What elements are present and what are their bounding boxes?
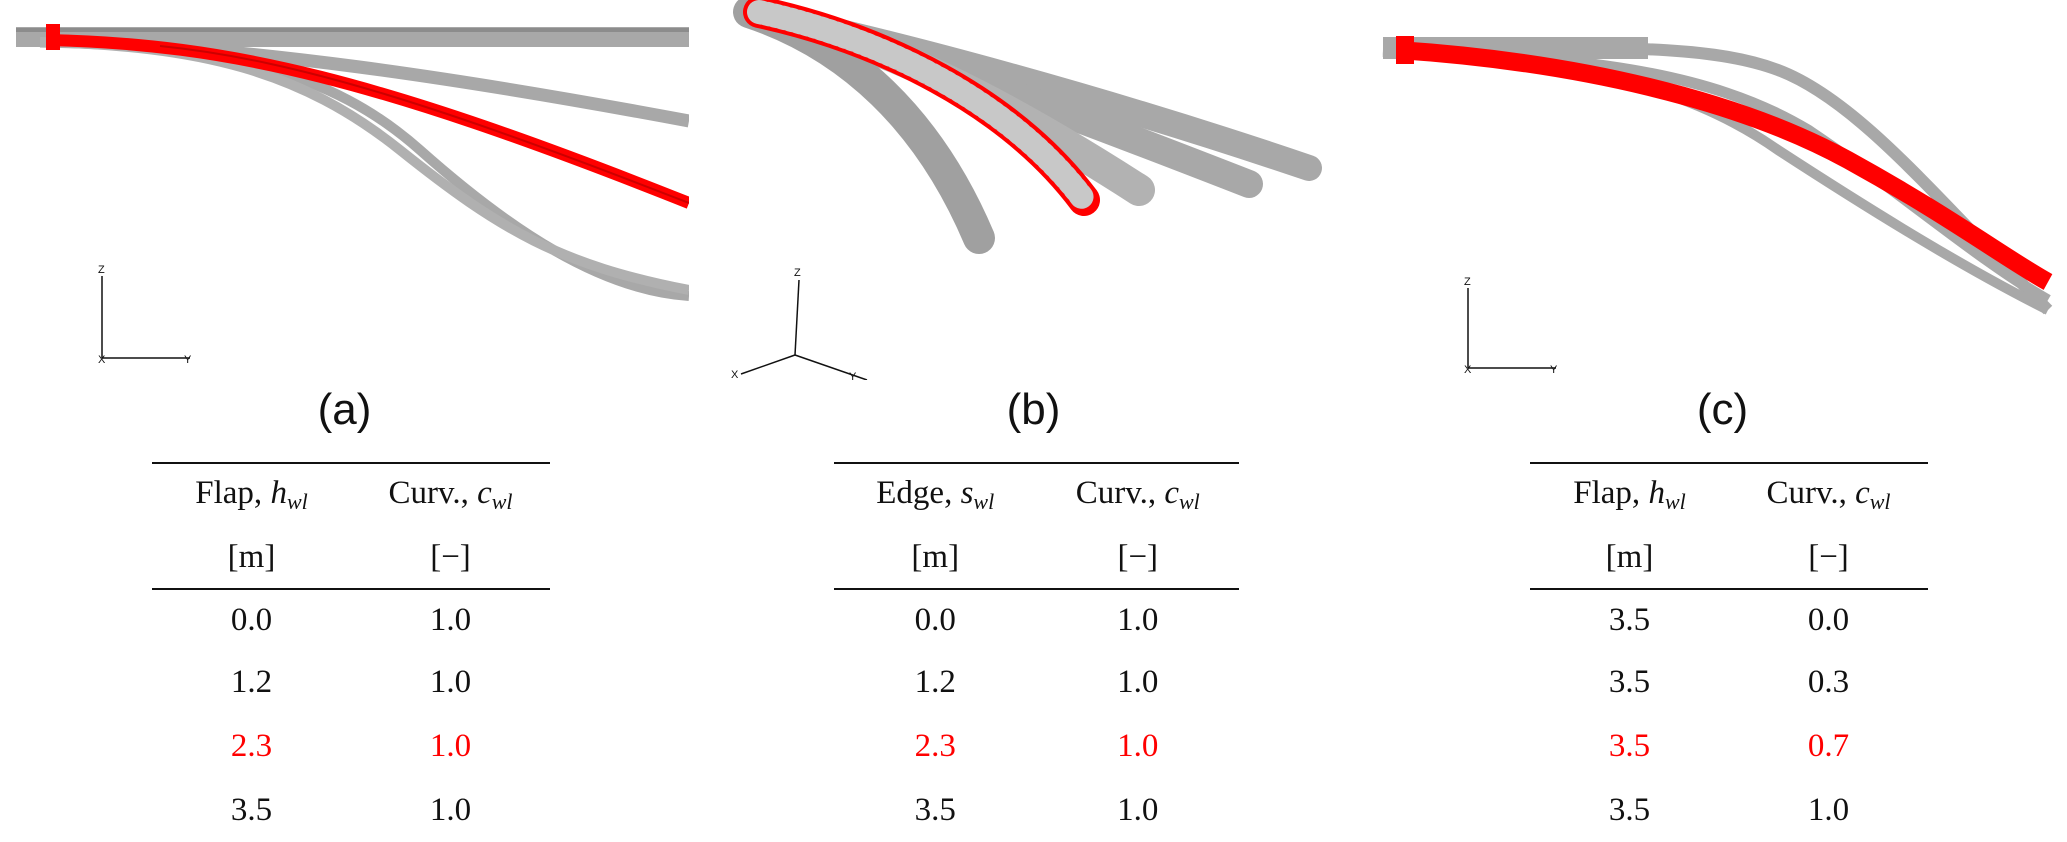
unit-cell-2: [−] [1117,538,1159,575]
table-cell: 3.5 [1608,601,1651,638]
blade-deflected-2-c [1382,44,2051,305]
root-mesh-a [46,24,60,50]
table-cell: 1.0 [1117,663,1159,700]
table-top-rule [834,462,1239,464]
blade-deflected-1-c [1382,41,2053,315]
table-cell: 1.0 [1807,791,1850,828]
param-table-a: Flap, hwl Curv., cwl [m] [−] 0.0 1.0 1.2… [152,462,550,842]
axis-label-x-a: X [98,354,106,366]
table-mid-rule [152,588,550,590]
table-row: 3.5 1.0 [152,778,550,842]
unit-cell-2: [−] [430,538,471,575]
blade-shapes-c [1382,36,2053,315]
table-row: 3.5 1.0 [834,778,1239,842]
table-cell: 0.7 [1807,727,1850,764]
unit-cell-1: [m] [1605,538,1654,575]
table-cell: 1.0 [1117,727,1159,764]
table-mid-rule [834,588,1239,590]
table-row-highlighted: 2.3 1.0 [152,714,550,778]
header-cell-2: Curv., cwl [1766,475,1891,514]
table-cell: 0.0 [230,601,273,638]
axis-triad-b [740,279,868,380]
table-unit-row: [m] [−] [834,526,1239,588]
panel-c: Z Y X (c) Flap, hwl Curv., cwl [m] [−] 3… [1378,0,2067,842]
table-cell: 3.5 [1608,663,1651,700]
table-cell: 3.5 [914,791,956,828]
table-cell: 2.3 [914,727,956,764]
axis-label-z-a: Z [98,264,105,276]
table-header-row: Flap, hwl Curv., cwl [152,464,550,526]
table-cell: 3.5 [1608,727,1651,764]
table-row: 0.0 1.0 [152,590,550,650]
caption-a: (a) [317,385,372,434]
table-header-row: Edge, swl Curv., cwl [834,464,1239,526]
axis-triad-a [101,276,190,359]
caption-c: (c) [1696,385,1749,434]
table-cell: 1.0 [1117,791,1159,828]
table-row: 3.5 0.3 [1530,650,1928,714]
table-top-rule [152,462,550,464]
unit-cell-2: [−] [1808,538,1849,575]
table-unit-row: [m] [−] [1530,526,1928,588]
axis-triad-c [1467,288,1556,369]
header-cell-1: Edge, swl [876,475,995,514]
header-cell-2: Curv., cwl [388,475,513,514]
unit-cell-1: [m] [911,538,960,575]
header-cell-1: Flap, hwl [1573,475,1686,514]
panel-a: Z Y X (a) Flap, hwl Curv., cwl [m] [−] 0… [0,0,689,842]
blade-highlight-c [1397,41,2053,290]
caption-b: (b) [1006,385,1061,434]
table-row-highlighted: 3.5 0.7 [1530,714,1928,778]
axis-label-x-c: X [1464,364,1472,376]
table-cell: 1.2 [230,663,273,700]
table-cell: 1.0 [429,727,472,764]
param-table-b: Edge, swl Curv., cwl [m] [−] 0.0 1.0 1.2… [834,462,1239,842]
table-cell: 1.2 [914,663,956,700]
panel-b: Z Y X (b) Edge, swl Curv., cwl [m] [−] 0… [689,0,1378,842]
header-cell-1: Flap, hwl [195,475,308,514]
table-cell: 1.0 [429,663,472,700]
table-row: 0.0 1.0 [834,590,1239,650]
axis-label-y-b: Y [849,371,857,380]
table-header-row: Flap, hwl Curv., cwl [1530,464,1928,526]
table-row: 1.2 1.0 [834,650,1239,714]
table-row: 3.5 0.0 [1530,590,1928,650]
param-table-c: Flap, hwl Curv., cwl [m] [−] 3.5 0.0 3.5… [1530,462,1928,842]
axis-label-y-c: Y [1550,364,1558,376]
blade-render-c: Z Y X [1382,36,2053,376]
table-cell: 0.0 [914,601,956,638]
blade-shapes-a [16,24,689,301]
axis-label-z-b: Z [794,267,801,279]
table-cell: 1.0 [429,601,472,638]
root-mesh-c [1396,36,1414,64]
axis-label-z-c: Z [1464,276,1471,288]
blade-shapes-b [733,0,1322,254]
table-cell: 0.3 [1807,663,1850,700]
blade-render-a: Z Y X [16,24,689,366]
table-unit-row: [m] [−] [152,526,550,588]
unit-cell-1: [m] [227,538,276,575]
table-mid-rule [1530,588,1928,590]
table-row: 1.2 1.0 [152,650,550,714]
table-cell: 3.5 [1608,791,1651,828]
blade-render-b: Z Y X [731,0,1322,380]
table-top-rule [1530,462,1928,464]
table-row: 3.5 1.0 [1530,778,1928,842]
table-row-highlighted: 2.3 1.0 [834,714,1239,778]
table-cell: 2.3 [230,727,273,764]
table-cell: 0.0 [1807,601,1850,638]
table-cell: 1.0 [1117,601,1159,638]
table-cell: 1.0 [429,791,472,828]
table-cell: 3.5 [230,791,273,828]
axis-label-x-b: X [731,369,739,380]
axis-label-y-a: Y [184,354,192,366]
header-cell-2: Curv., cwl [1075,475,1200,514]
